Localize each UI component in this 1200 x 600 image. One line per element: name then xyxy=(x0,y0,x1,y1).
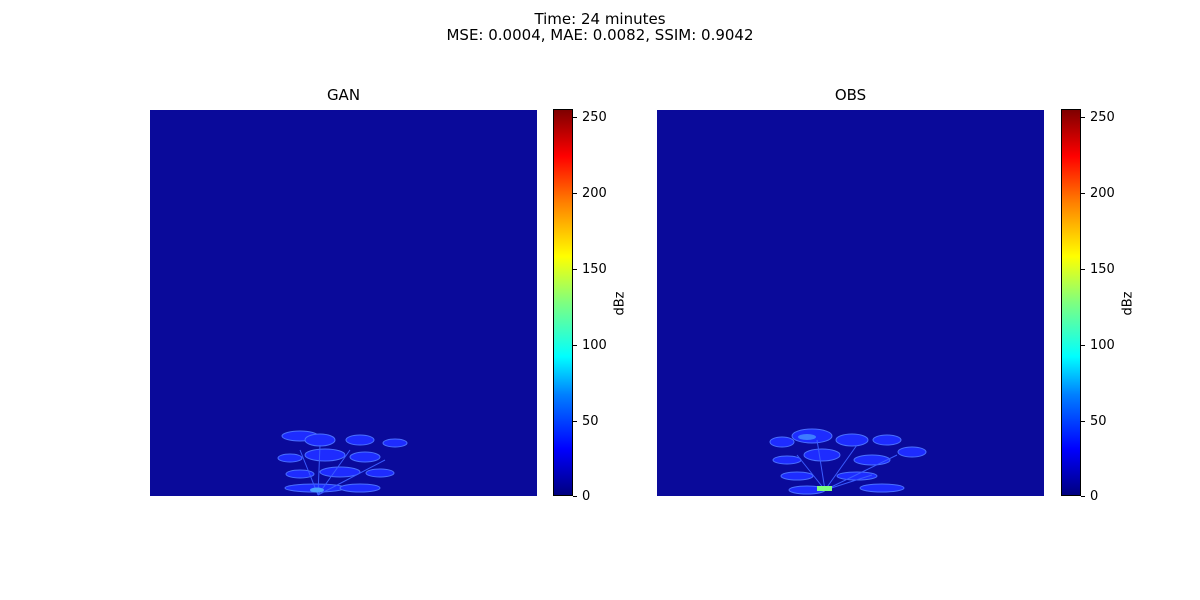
gan-tick-mark-100 xyxy=(573,345,577,346)
obs-colorbar-label: dBz xyxy=(1120,291,1136,316)
gan-tick-mark-250 xyxy=(573,117,577,118)
gan-tick-100: 100 xyxy=(582,338,607,353)
obs-tick-mark-50 xyxy=(1081,421,1085,422)
obs-tick-mark-100 xyxy=(1081,345,1085,346)
obs-tick-150: 150 xyxy=(1090,262,1115,277)
gan-tick-mark-0 xyxy=(573,496,577,497)
gan-echo-core xyxy=(310,487,324,493)
obs-heatmap xyxy=(657,110,1044,496)
obs-tick-mark-200 xyxy=(1081,193,1085,194)
obs-panel-title: OBS xyxy=(834,86,867,104)
gan-colorbar-label: dBz xyxy=(612,291,628,316)
gan-tick-0: 0 xyxy=(582,489,591,504)
gan-echo xyxy=(277,430,408,496)
obs-tick-50: 50 xyxy=(1090,414,1107,429)
gan-heatmap xyxy=(150,110,537,496)
figure-title-line1: Time: 24 minutes xyxy=(534,10,666,28)
obs-tick-mark-0 xyxy=(1081,496,1085,497)
obs-echo xyxy=(769,428,927,495)
obs-tick-0: 0 xyxy=(1090,489,1099,504)
gan-tick-250: 250 xyxy=(582,110,607,125)
obs-tick-250: 250 xyxy=(1090,110,1115,125)
obs-tick-mark-150 xyxy=(1081,269,1085,270)
gan-tick-mark-150 xyxy=(573,269,577,270)
obs-colorbar xyxy=(1061,109,1081,496)
gan-heatmap-svg xyxy=(277,430,408,496)
obs-heatmap-svg xyxy=(769,428,927,495)
gan-tick-50: 50 xyxy=(582,414,599,429)
figure-title-line2: MSE: 0.0004, MAE: 0.0082, SSIM: 0.9042 xyxy=(446,26,754,44)
gan-panel-title: GAN xyxy=(326,86,361,104)
gan-tick-mark-50 xyxy=(573,421,577,422)
obs-echo-core xyxy=(798,434,816,440)
gan-colorbar xyxy=(553,109,573,496)
obs-tick-mark-250 xyxy=(1081,117,1085,118)
obs-colorbar-gradient xyxy=(1062,110,1080,495)
obs-tick-200: 200 xyxy=(1090,186,1115,201)
obs-echo-peak xyxy=(817,486,832,491)
gan-tick-200: 200 xyxy=(582,186,607,201)
gan-tick-150: 150 xyxy=(582,262,607,277)
obs-tick-100: 100 xyxy=(1090,338,1115,353)
gan-tick-mark-200 xyxy=(573,193,577,194)
gan-colorbar-gradient xyxy=(554,110,572,495)
